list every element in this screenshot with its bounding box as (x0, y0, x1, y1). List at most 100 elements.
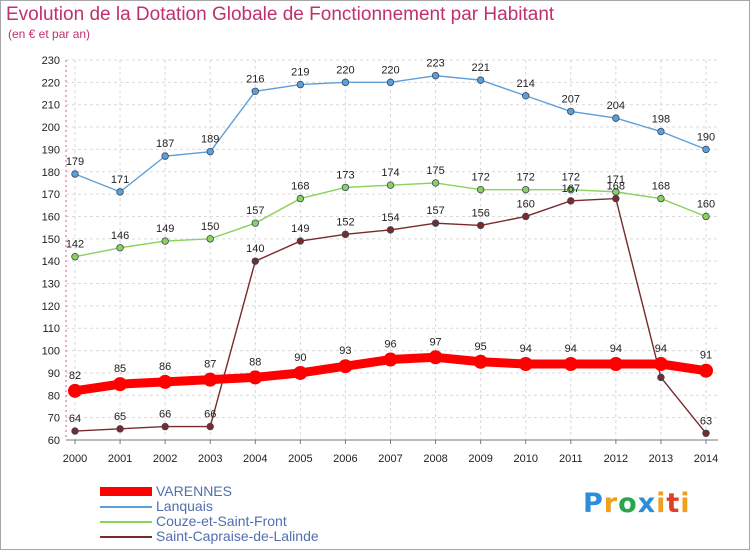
data-point-varennes (383, 352, 398, 367)
y-tick-label: 120 (42, 301, 60, 313)
data-label-saint-capraise-de-lalinde: 154 (381, 212, 399, 224)
data-label-varennes: 94 (610, 343, 622, 355)
data-label-lanquais: 219 (291, 67, 309, 79)
data-label-saint-capraise-de-lalinde: 156 (471, 207, 489, 219)
x-tick-label: 2011 (559, 453, 583, 465)
x-tick-label: 2005 (288, 453, 312, 465)
data-label-lanquais: 223 (426, 58, 444, 70)
data-point-couze-et-saint-front (161, 237, 169, 245)
data-point-saint-capraise-de-lalinde (71, 427, 79, 435)
data-point-varennes (563, 357, 578, 371)
y-tick-label: 70 (48, 413, 60, 425)
y-tick-label: 130 (42, 279, 60, 291)
data-point-saint-capraise-de-lalinde (206, 422, 214, 431)
data-point-varennes (293, 365, 308, 380)
data-point-couze-et-saint-front (71, 253, 79, 261)
data-label-lanquais: 220 (381, 64, 399, 76)
data-label-lanquais: 189 (201, 134, 219, 146)
data-point-varennes (113, 377, 128, 392)
data-label-saint-capraise-de-lalinde: 63 (700, 415, 712, 427)
data-label-varennes: 94 (655, 343, 667, 355)
data-label-saint-capraise-de-lalinde: 152 (336, 216, 354, 228)
data-point-varennes (699, 363, 713, 378)
data-label-lanquais: 179 (66, 156, 84, 168)
y-tick-label: 190 (42, 144, 60, 156)
data-point-couze-et-saint-front (567, 185, 575, 194)
legend-swatch-lanquais (100, 505, 152, 508)
data-point-varennes (338, 359, 353, 374)
x-tick-label: 2003 (198, 453, 222, 465)
data-point-saint-capraise-de-lalinde (386, 226, 395, 234)
data-point-lanquais (116, 188, 124, 196)
data-point-saint-capraise-de-lalinde (161, 422, 169, 431)
data-label-couze-et-saint-front: 150 (201, 221, 219, 233)
data-point-saint-capraise-de-lalinde (116, 425, 124, 433)
data-label-lanquais: 190 (697, 131, 715, 143)
legend-label-saint-capraise-de-lalinde: Saint-Capraise-de-Lalinde (156, 528, 319, 544)
data-point-varennes (473, 354, 488, 369)
legend-label-varennes: VARENNES (156, 483, 232, 499)
data-point-lanquais (386, 78, 395, 87)
data-point-varennes (158, 374, 173, 389)
data-label-couze-et-saint-front: 157 (246, 205, 264, 217)
data-point-lanquais (657, 127, 665, 136)
data-label-couze-et-saint-front: 146 (111, 230, 129, 242)
y-tick-label: 170 (42, 189, 60, 201)
data-label-saint-capraise-de-lalinde: 167 (562, 183, 580, 195)
data-label-saint-capraise-de-lalinde: 157 (426, 205, 444, 217)
data-point-couze-et-saint-front (476, 185, 485, 194)
data-point-couze-et-saint-front (702, 212, 710, 221)
data-label-saint-capraise-de-lalinde: 160 (517, 198, 535, 210)
y-tick-label: 110 (42, 323, 60, 335)
legend-label-couze-et-saint-front: Couze-et-Saint-Front (156, 513, 287, 529)
data-label-varennes: 85 (114, 363, 126, 375)
data-label-lanquais: 187 (156, 138, 174, 150)
data-label-varennes: 97 (429, 336, 441, 348)
data-point-couze-et-saint-front (657, 194, 665, 203)
data-point-lanquais (161, 152, 169, 160)
data-label-lanquais: 171 (111, 174, 129, 186)
x-tick-label: 2009 (468, 453, 492, 465)
data-label-lanquais: 207 (562, 93, 580, 105)
data-point-varennes (608, 357, 623, 371)
data-label-varennes: 93 (339, 345, 351, 357)
data-label-couze-et-saint-front: 172 (562, 172, 580, 184)
data-label-couze-et-saint-front: 173 (336, 169, 354, 181)
data-label-lanquais: 216 (246, 73, 264, 85)
x-tick-label: 2013 (649, 453, 673, 465)
data-label-saint-capraise-de-lalinde: 65 (114, 411, 126, 423)
data-point-saint-capraise-de-lalinde (476, 221, 485, 230)
y-tick-label: 200 (42, 122, 60, 134)
data-point-couze-et-saint-front (116, 244, 124, 252)
data-point-saint-capraise-de-lalinde (657, 373, 665, 382)
y-tick-label: 90 (48, 368, 60, 380)
data-label-couze-et-saint-front: 175 (426, 165, 444, 177)
data-point-lanquais (341, 78, 350, 87)
x-tick-label: 2008 (423, 453, 447, 465)
y-tick-label: 180 (42, 167, 60, 179)
data-point-saint-capraise-de-lalinde (522, 212, 530, 221)
data-point-couze-et-saint-front (431, 179, 440, 187)
data-label-lanquais: 204 (607, 100, 625, 112)
data-point-lanquais (71, 170, 79, 178)
data-point-saint-capraise-de-lalinde (567, 197, 575, 205)
data-label-couze-et-saint-front: 149 (156, 223, 174, 235)
y-tick-label: 80 (48, 390, 60, 402)
data-point-varennes (653, 357, 668, 371)
data-point-couze-et-saint-front (206, 235, 214, 243)
data-point-varennes (428, 350, 443, 365)
data-point-saint-capraise-de-lalinde (296, 237, 305, 245)
x-tick-label: 2014 (694, 453, 718, 465)
data-point-couze-et-saint-front (251, 219, 259, 227)
data-label-varennes: 95 (475, 341, 487, 353)
data-point-lanquais (612, 114, 620, 122)
data-point-lanquais (567, 107, 575, 116)
data-point-varennes (203, 372, 218, 387)
data-label-lanquais: 220 (336, 64, 354, 76)
data-label-couze-et-saint-front: 172 (471, 172, 489, 184)
data-label-couze-et-saint-front: 174 (381, 167, 399, 179)
y-tick-label: 100 (42, 346, 60, 358)
data-point-varennes (518, 357, 533, 371)
data-point-saint-capraise-de-lalinde (251, 257, 259, 265)
